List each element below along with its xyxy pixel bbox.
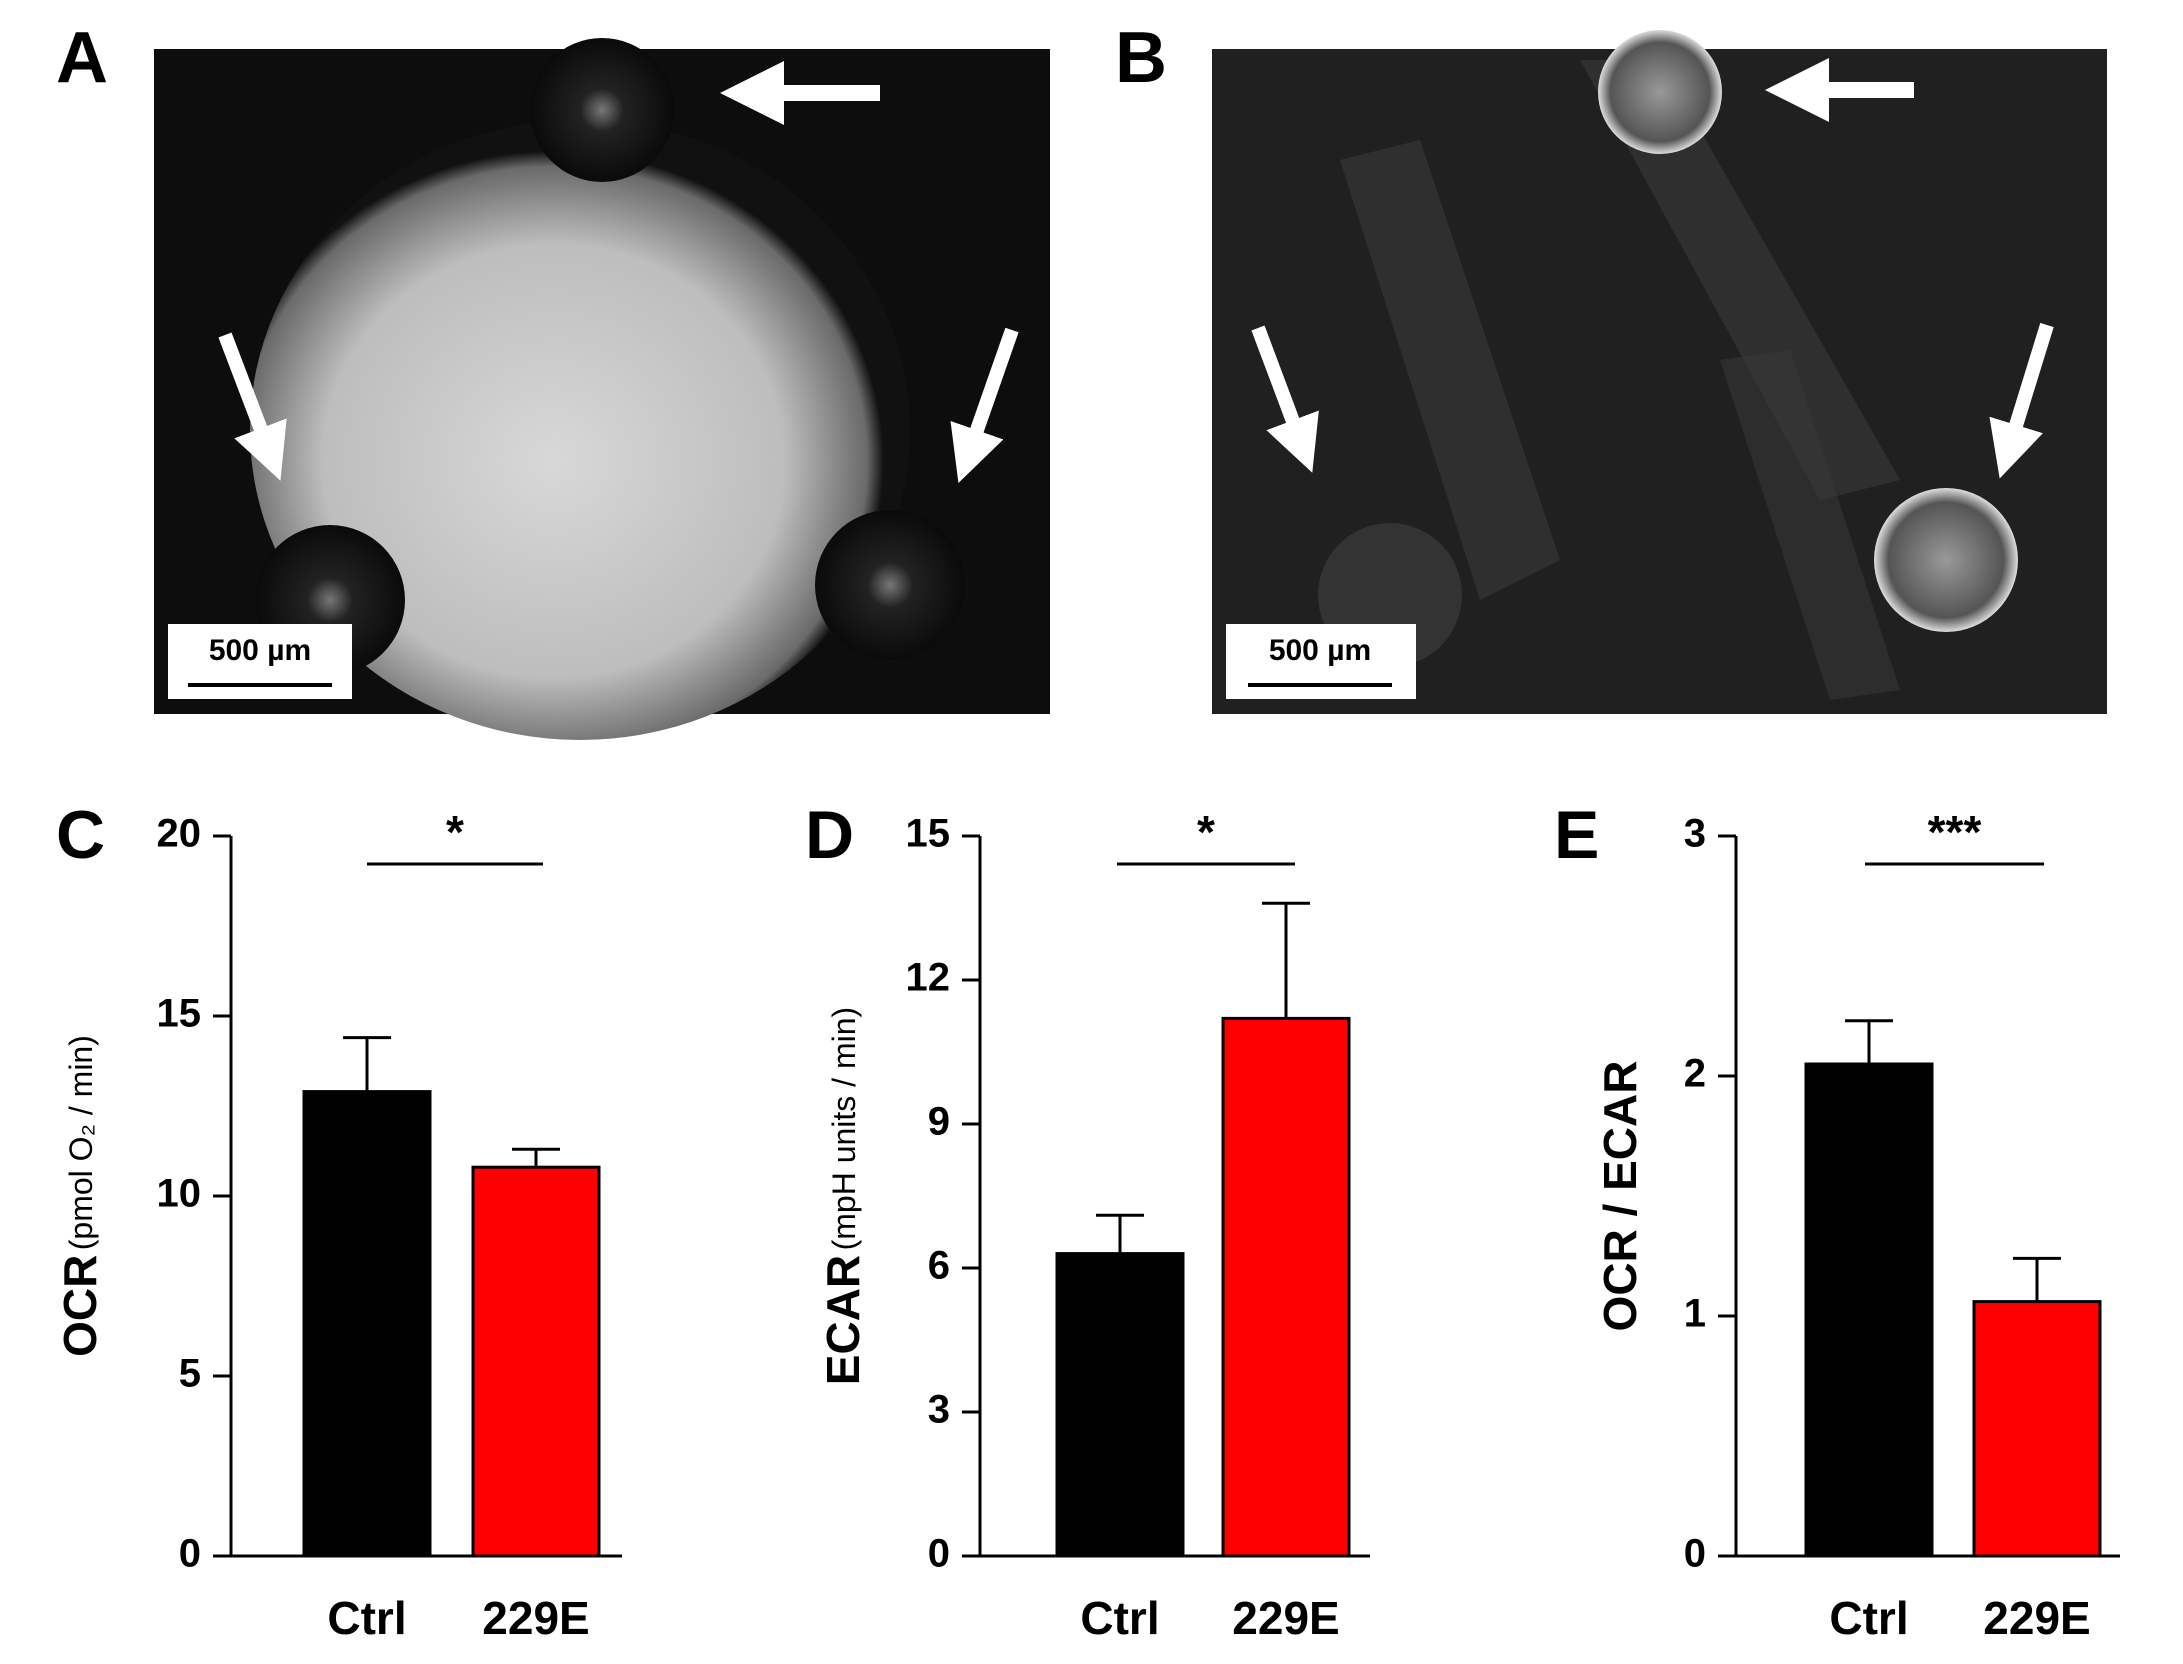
y-axis-title: ECAR	[817, 1255, 869, 1385]
y-tick-label: 9	[928, 1100, 950, 1144]
scale-bar-label: 500 µm	[209, 634, 311, 667]
significance-label: *	[1197, 806, 1215, 858]
bar	[1055, 1252, 1185, 1558]
image-a	[154, 38, 1050, 740]
y-axis-title: OCR	[54, 1255, 106, 1357]
y-axis-label: OCR / ECAR	[1594, 1061, 1646, 1332]
y-tick-label: 5	[179, 1352, 201, 1396]
y-tick-label: 15	[157, 992, 202, 1036]
y-tick-label: 1	[1684, 1292, 1706, 1336]
significance-label: ***	[1928, 806, 1982, 858]
significance-label: *	[446, 806, 464, 858]
panel-label: B	[1115, 18, 1167, 98]
y-tick-label: 20	[157, 812, 202, 856]
y-tick-label: 12	[906, 956, 951, 1000]
x-tick-label: Ctrl	[1829, 1592, 1908, 1644]
y-tick-label: 15	[906, 812, 951, 856]
bar	[1804, 1062, 1934, 1558]
y-axis-unit: (pmol O₂ / min)	[63, 1035, 99, 1250]
bar	[1972, 1300, 2102, 1558]
bar	[1221, 1016, 1351, 1558]
y-tick-label: 0	[179, 1532, 201, 1576]
image-b	[1212, 30, 2107, 714]
panel-label: A	[56, 18, 108, 98]
x-tick-label: Ctrl	[327, 1592, 406, 1644]
y-axis-unit: (mpH units / min)	[826, 1007, 862, 1251]
y-tick-label: 3	[1684, 812, 1706, 856]
panel-label: D	[805, 797, 854, 873]
y-tick-label: 10	[157, 1172, 202, 1216]
bar	[302, 1090, 432, 1558]
panel-label: C	[56, 797, 105, 873]
panel-label: E	[1554, 797, 1599, 873]
x-tick-label: 229E	[1983, 1592, 2090, 1644]
y-tick-label: 6	[928, 1244, 950, 1288]
scale-bar-label: 500 µm	[1269, 634, 1371, 667]
x-tick-label: 229E	[1232, 1592, 1339, 1644]
bar	[471, 1165, 601, 1558]
x-tick-label: 229E	[482, 1592, 589, 1644]
y-tick-label: 3	[928, 1388, 950, 1432]
y-tick-label: 2	[1684, 1052, 1706, 1096]
x-tick-label: Ctrl	[1080, 1592, 1159, 1644]
y-axis-title: OCR / ECAR	[1594, 1061, 1646, 1332]
y-axis-label: OCR (pmol O₂ / min)	[54, 1035, 106, 1357]
y-tick-label: 0	[1684, 1532, 1706, 1576]
y-axis-label: ECAR (mpH units / min)	[817, 1007, 869, 1385]
y-tick-label: 0	[928, 1532, 950, 1576]
